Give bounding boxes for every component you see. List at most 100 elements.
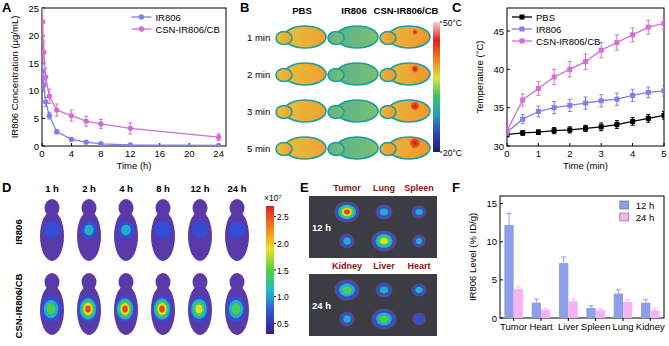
y-tick <box>500 203 503 204</box>
organ <box>376 283 393 298</box>
thermal-mouse <box>380 63 430 85</box>
row-label: IR806 <box>13 219 24 244</box>
time-label: 12 h <box>312 222 331 233</box>
error-bar <box>521 94 525 106</box>
error-bar <box>47 112 51 119</box>
column-header: PBS <box>292 5 312 16</box>
marker <box>552 105 557 110</box>
marker <box>507 128 510 133</box>
organ-label: Spleen <box>404 183 434 193</box>
fluorescence-mouse <box>188 199 212 261</box>
error-bar <box>516 287 521 292</box>
y-tick-label: 25 <box>28 3 39 14</box>
error-bar <box>662 85 664 96</box>
error-bar <box>69 110 73 121</box>
x-tick <box>632 143 633 146</box>
colorbar-tick <box>274 323 276 324</box>
marker <box>567 103 572 108</box>
error-bar <box>552 69 556 84</box>
x-tick-label: 4 <box>630 148 635 159</box>
y-axis-label: IR806 Level (% ID/g) <box>467 213 478 301</box>
marker <box>536 130 541 135</box>
y-tick <box>42 118 45 119</box>
error-bar <box>599 95 603 107</box>
figure: ABCDEF0510152025IR806 Concentration (μg/… <box>0 0 669 346</box>
error-bar <box>42 8 45 36</box>
error-bar <box>616 290 621 298</box>
error-bar <box>652 308 657 313</box>
error-bar <box>589 306 594 311</box>
thermal-mouse <box>380 137 430 159</box>
plot-frame <box>42 8 226 146</box>
error-bar <box>568 62 572 77</box>
x-tick <box>507 143 508 146</box>
error-bar <box>646 115 650 123</box>
error-bar <box>507 129 509 135</box>
marker <box>54 129 59 134</box>
column-header: 4 h <box>119 183 133 194</box>
thermal-mouse <box>276 63 326 85</box>
error-bar <box>44 97 48 106</box>
x-tick <box>538 143 539 146</box>
error-bar <box>598 309 603 312</box>
error-bar <box>84 116 88 126</box>
y-tick-label: 0 <box>34 141 39 152</box>
marker <box>520 39 525 44</box>
error-bar <box>47 89 51 103</box>
plot-data <box>42 8 221 146</box>
organ-label: Liver <box>373 261 395 271</box>
colorbar-label: 1.5 <box>277 266 289 276</box>
panel-letter: D <box>2 180 11 195</box>
row-label: 1 min <box>247 32 270 43</box>
x-tick-label: 16 <box>154 148 165 159</box>
y-tick <box>42 63 45 64</box>
organ-label: Kidney <box>332 261 362 271</box>
marker <box>69 137 74 142</box>
x-tick-label: 1 <box>536 148 541 159</box>
row-label: 5 min <box>247 143 270 154</box>
series-line <box>43 22 219 137</box>
marker <box>630 119 635 124</box>
marker <box>520 130 525 135</box>
marker <box>69 113 74 118</box>
ex-vivo-photo <box>309 196 437 258</box>
error-bar <box>536 106 540 117</box>
fluorescence-mouse <box>151 199 175 261</box>
organ-label: Lung <box>373 183 395 193</box>
marker <box>128 142 133 146</box>
x-tick-label: 0 <box>39 148 44 159</box>
thermal-mouse <box>328 100 378 122</box>
legend-label: IR806 <box>155 12 180 23</box>
bar <box>623 302 632 318</box>
legend-label: CSN-IR806/CB <box>155 24 219 35</box>
error-bar <box>552 128 556 134</box>
organ <box>412 284 427 297</box>
y-tick <box>42 90 45 91</box>
colorbar-tick <box>440 152 442 153</box>
x-tick-label: Lung <box>612 321 633 332</box>
colorbar-label: 2.0 <box>277 239 289 249</box>
error-bar <box>615 35 619 50</box>
fluorescence-mouse <box>77 199 101 261</box>
column-header: 2 h <box>82 183 96 194</box>
marker <box>43 74 48 79</box>
marker <box>614 97 619 102</box>
y-tick-label: 0 <box>492 313 497 324</box>
x-tick-label: 8 <box>98 148 103 159</box>
x-tick-label: 4 <box>69 148 74 159</box>
y-axis-label: IR806 Concentration (μg/mL) <box>9 16 20 139</box>
marker <box>567 127 572 132</box>
organ-label: Tumor <box>333 183 361 193</box>
error-bar <box>570 299 575 304</box>
fluorescence-mouse <box>77 273 101 335</box>
x-tick-label: Spleen <box>581 321 611 332</box>
thermal-mouse <box>276 26 326 48</box>
y-tick-label: 5 <box>492 274 497 285</box>
column-header: 1 h <box>45 183 59 194</box>
x-tick-label: Liver <box>558 321 579 332</box>
error-bar <box>521 131 525 136</box>
marker <box>216 134 221 139</box>
y-tick-label: 5 <box>34 113 39 124</box>
panel-letter: C <box>452 0 462 15</box>
error-bar <box>507 214 512 237</box>
